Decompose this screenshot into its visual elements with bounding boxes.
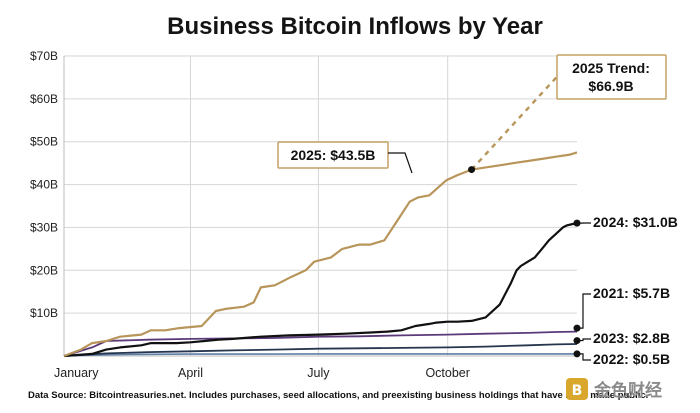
leader-2023 <box>577 338 591 342</box>
watermark: B 金色财经 <box>566 378 662 401</box>
leader-2022 <box>577 353 591 361</box>
chart-title: Business Bitcoin Inflows by Year <box>167 13 543 40</box>
series-line-2021 <box>63 330 578 357</box>
y-tick-label: $60B <box>30 92 58 106</box>
end-label-2022: 2022: $0.5B <box>593 351 670 367</box>
y-axis-ticks: $10B $20B $30B $40B $50B $60B $70B <box>30 49 58 320</box>
series-lines <box>63 70 578 358</box>
series-line-2024 <box>63 222 578 358</box>
y-tick-label: $40B <box>30 178 58 192</box>
callout-2025-leader <box>388 152 413 174</box>
callout-trend-line1: 2025 Trend: <box>572 60 650 76</box>
x-tick-label: October <box>425 366 469 380</box>
callout-2025-box <box>277 141 389 169</box>
callouts: 2025: $43.5B 2025 Trend: $66.9B <box>277 54 667 174</box>
leader-2021 <box>577 293 591 329</box>
y-tick-label: $70B <box>30 49 58 63</box>
y-tick-label: $30B <box>30 220 58 234</box>
watermark-text: 金色财经 <box>593 380 662 401</box>
end-label-2023: 2023: $2.8B <box>593 330 670 346</box>
series-line-2022 <box>63 353 577 357</box>
x-axis-ticks: January April July October <box>54 366 470 380</box>
y-tick-label: $50B <box>30 135 58 149</box>
callout-trend-box <box>556 54 667 100</box>
y-tick-label: $20B <box>30 263 58 277</box>
series-line-2023 <box>63 343 578 357</box>
watermark-logo-mark: B <box>572 383 583 399</box>
end-label-2024: 2024: $31.0B <box>593 214 678 230</box>
data-source-note: Data Source: Bitcointreasuries.net. Incl… <box>28 390 648 401</box>
point-2025 <box>468 166 476 174</box>
x-tick-label: July <box>307 366 330 380</box>
series-line-2025 <box>63 151 578 358</box>
grid <box>63 55 577 357</box>
callout-2025-text: 2025: $43.5B <box>291 147 376 163</box>
trend-line-2025 <box>470 70 563 171</box>
end-labels: 2024: $31.0B 2021: $5.7B 2023: $2.8B 2022: … <box>573 214 678 367</box>
y-tick-label: $10B <box>30 306 58 320</box>
x-tick-label: April <box>178 366 203 380</box>
end-label-2021: 2021: $5.7B <box>593 285 670 301</box>
watermark-logo <box>566 378 588 400</box>
callout-trend-line2: $66.9B <box>588 78 633 94</box>
x-tick-label: January <box>54 366 99 380</box>
